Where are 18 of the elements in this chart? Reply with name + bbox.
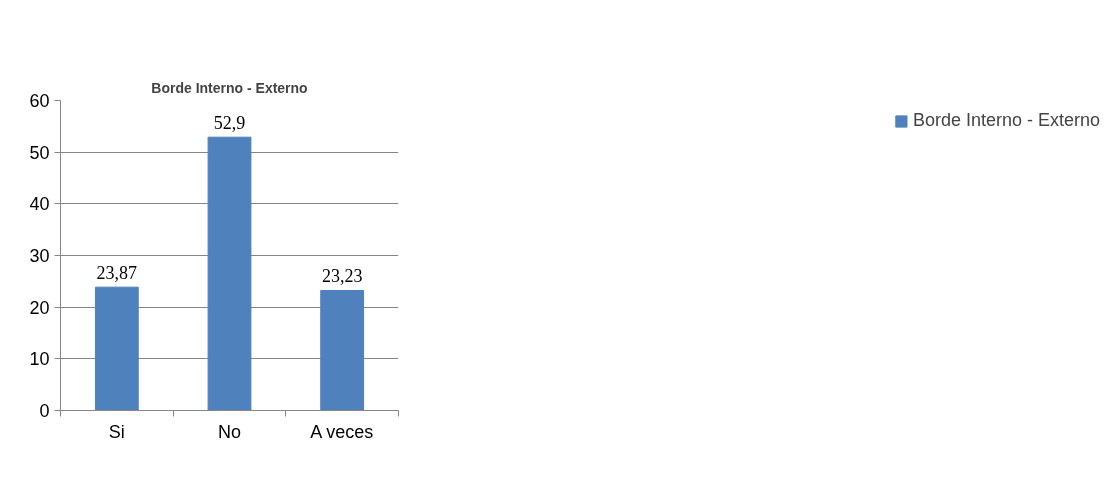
y-tick-label: 0	[39, 401, 50, 421]
y-tick-label: 20	[29, 297, 50, 318]
y-tick-label: 10	[29, 349, 50, 370]
x-tick-label: No	[218, 421, 242, 442]
bar	[94, 286, 139, 411]
x-tick-label: A veces	[310, 421, 374, 442]
data-label: 23,23	[321, 266, 363, 287]
y-tick-label: 60	[29, 91, 50, 111]
data-label: 52,9	[213, 113, 246, 134]
chart-title: Borde Interno - Externo	[151, 79, 308, 96]
y-tick-label: 30	[29, 246, 50, 266]
x-tick-label: Si	[108, 421, 125, 442]
legend-label: Borde Interno - Externo	[912, 110, 1100, 131]
y-tick-label: 50	[29, 142, 50, 163]
bar	[207, 136, 252, 411]
bar	[320, 289, 365, 411]
y-tick-label: 40	[29, 194, 50, 215]
data-label: 23,87	[96, 263, 138, 284]
